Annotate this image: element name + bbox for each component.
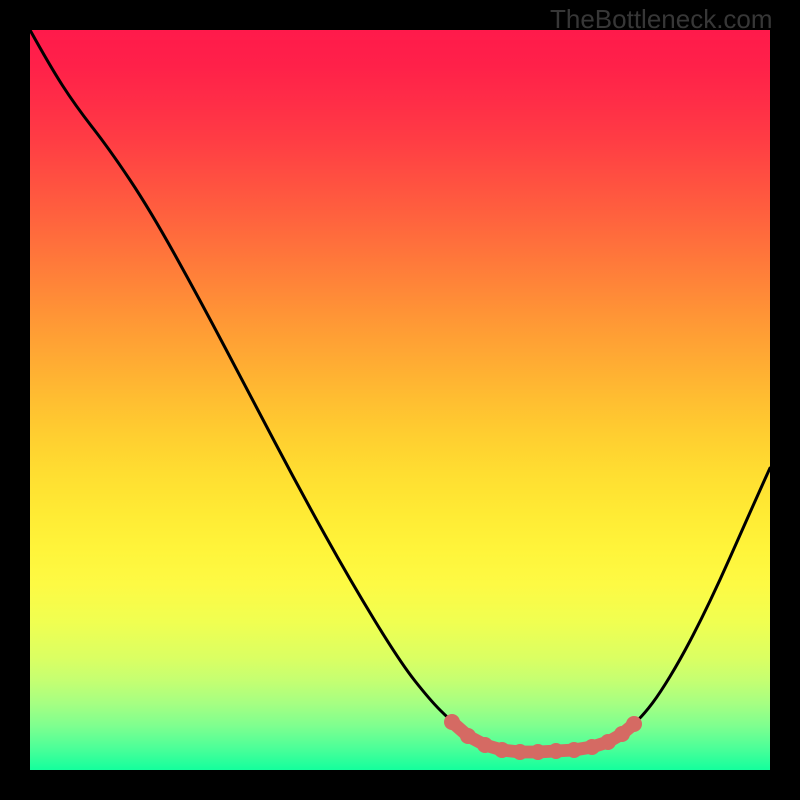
marker-point bbox=[626, 716, 642, 732]
marker-point bbox=[494, 742, 510, 758]
marker-point bbox=[444, 714, 460, 730]
marker-point bbox=[530, 744, 546, 760]
marker-point bbox=[600, 734, 616, 750]
marker-point bbox=[584, 739, 600, 755]
marker-point bbox=[566, 742, 582, 758]
bottleneck-chart bbox=[0, 0, 800, 800]
marker-point bbox=[460, 728, 476, 744]
marker-point bbox=[548, 743, 564, 759]
marker-point bbox=[477, 737, 493, 753]
marker-point bbox=[512, 744, 528, 760]
watermark-text: TheBottleneck.com bbox=[550, 4, 773, 35]
